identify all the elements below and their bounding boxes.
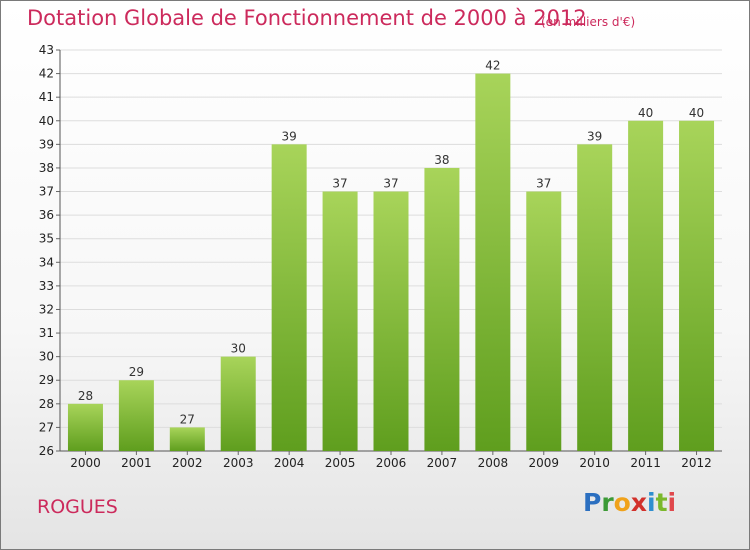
y-tick-label: 40 [39, 114, 54, 128]
bar-value-label: 40 [638, 106, 653, 120]
bar-value-label: 30 [231, 342, 246, 356]
y-tick-label: 30 [39, 350, 54, 364]
x-tick-label: 2005 [325, 456, 356, 470]
bar-value-label: 39 [282, 129, 297, 143]
bar [220, 356, 256, 451]
y-tick-label: 36 [39, 208, 54, 222]
bar-value-label: 37 [332, 177, 347, 191]
bar [577, 144, 613, 451]
bar-value-label: 42 [485, 59, 500, 73]
y-tick-label: 38 [39, 161, 54, 175]
bar [373, 191, 409, 451]
bar-value-label: 37 [383, 177, 398, 191]
proxiti-logo: Proxiti [583, 488, 677, 517]
x-tick-label: 2006 [376, 456, 407, 470]
bar [271, 144, 307, 451]
x-tick-label: 2004 [274, 456, 305, 470]
y-tick-label: 41 [39, 90, 54, 104]
bar [118, 380, 154, 451]
bars [67, 73, 715, 452]
x-tick-label: 2010 [579, 456, 610, 470]
y-tick-label: 35 [39, 232, 54, 246]
y-tick-label: 37 [39, 185, 54, 199]
bar-value-label: 29 [129, 365, 144, 379]
bar-value-label: 37 [536, 177, 551, 191]
y-tick-label: 28 [39, 397, 54, 411]
bar-value-label: 28 [78, 389, 93, 403]
bar [67, 403, 103, 451]
bar [628, 120, 664, 451]
y-tick-label: 32 [39, 302, 54, 316]
y-tick-label: 34 [39, 255, 54, 269]
bar [526, 191, 562, 451]
x-tick-label: 2000 [70, 456, 101, 470]
bar-value-label: 38 [434, 153, 449, 167]
y-tick-label: 27 [39, 420, 54, 434]
bar [475, 73, 511, 452]
y-tick-label: 33 [39, 279, 54, 293]
x-tick-label: 2009 [528, 456, 559, 470]
y-tick-label: 29 [39, 373, 54, 387]
bar [322, 191, 358, 451]
commune-name: ROGUES [37, 496, 118, 518]
x-tick-label: 2002 [172, 456, 203, 470]
x-tick-label: 2001 [121, 456, 152, 470]
y-tick-label: 26 [39, 444, 54, 458]
labels: 26 27 28 29 30 31 32 33 34 35 36 37 38 39 40 41 42 43 28 20… [39, 43, 712, 470]
chart-title: Dotation Globale de Fonctionnement de 20… [27, 6, 587, 30]
y-tick-label: 43 [39, 43, 54, 57]
bar-value-label: 40 [689, 106, 704, 120]
x-tick-label: 2008 [478, 456, 509, 470]
y-tick-label: 39 [39, 137, 54, 151]
x-tick-label: 2003 [223, 456, 254, 470]
y-tick-label: 42 [39, 67, 54, 81]
x-tick-label: 2011 [630, 456, 661, 470]
bar-value-label: 39 [587, 129, 602, 143]
x-tick-label: 2012 [681, 456, 712, 470]
bar [424, 167, 460, 452]
chart-subtitle: (en milliers d'€) [541, 15, 636, 29]
bar-value-label: 27 [180, 412, 195, 426]
bar [169, 427, 205, 451]
bar [679, 120, 715, 451]
y-tick-label: 31 [39, 326, 54, 340]
x-tick-label: 2007 [427, 456, 458, 470]
